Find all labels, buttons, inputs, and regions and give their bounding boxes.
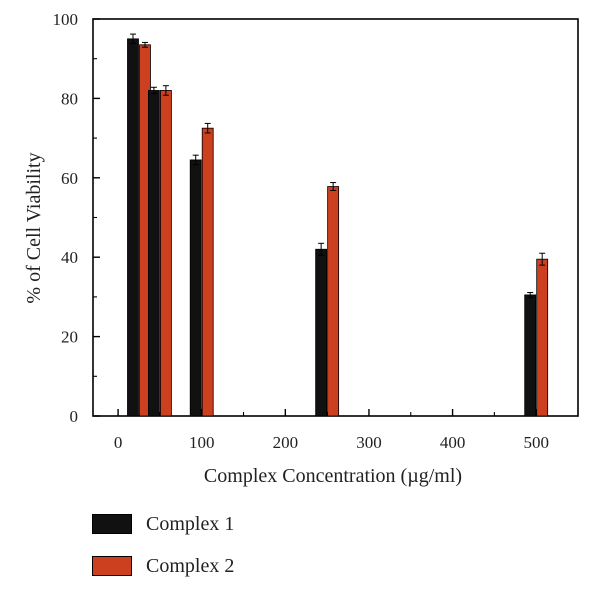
y-tick-label-80: 80 [61,89,78,108]
y-tick-label-40: 40 [61,248,78,267]
y-tick-label-20: 20 [61,328,78,347]
legend: Complex 1 Complex 2 [92,512,234,596]
y-tick-label-60: 60 [61,169,78,188]
y-axis-title: % of Cell Viability [23,152,45,303]
chart: 0 100 200 300 400 500 0 20 40 60 80 100 Complex Co… [23,10,579,487]
bar-complex-2-100 [201,127,214,417]
bar-complex-1-500 [524,294,537,417]
bar-complex-1-25 [127,38,139,417]
x-tick-label-200: 200 [273,433,299,452]
y-axis-ticks: 0 20 40 60 80 100 [53,10,100,426]
bar-complex-2-500 [536,258,549,417]
bar-complex-2-250 [327,186,340,417]
x-tick-label-400: 400 [440,433,466,452]
y-tick-label-0: 0 [70,407,79,426]
bar-complex-1-250 [315,248,328,417]
legend-swatch-complex-1 [92,514,132,534]
x-tick-label-0: 0 [114,433,123,452]
legend-swatch-complex-2 [92,556,132,576]
x-tick-label-100: 100 [189,433,215,452]
x-axis-title: Complex Concentration (µg/ml) [204,465,462,487]
legend-item-complex-1: Complex 1 [92,512,234,536]
bars-layer [127,33,549,417]
x-axis-ticks: 0 100 200 300 400 500 [114,409,579,452]
y-tick-label-100: 100 [53,10,79,29]
x-tick-label-300: 300 [356,433,382,452]
x-tick-label-500: 500 [523,433,549,452]
legend-label-complex-2: Complex 2 [146,554,235,577]
bar-complex-1-50 [147,90,160,417]
bar-complex-2-50 [159,90,172,417]
legend-label-complex-1: Complex 1 [146,512,235,535]
bar-complex-1-100 [189,159,202,417]
legend-item-complex-2: Complex 2 [92,554,234,578]
